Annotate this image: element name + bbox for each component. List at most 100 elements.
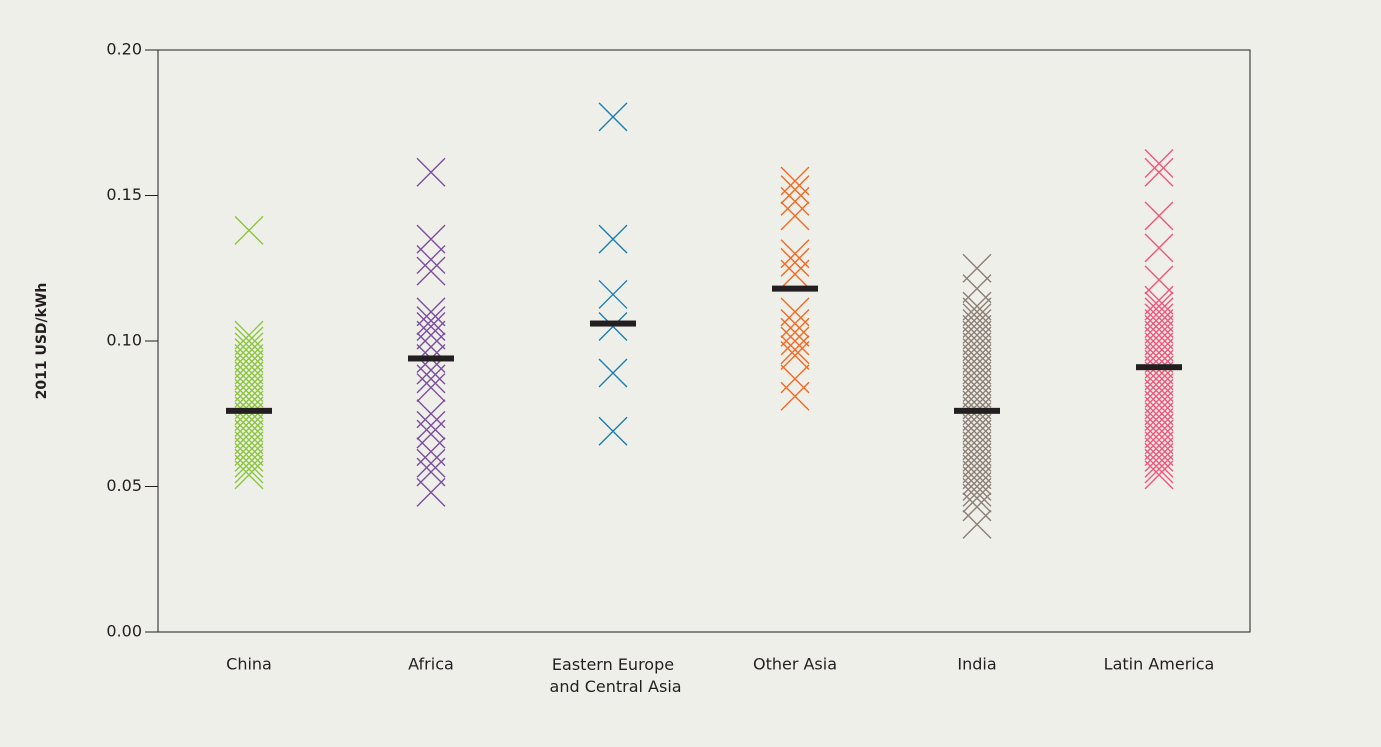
- x-marker: [962, 253, 992, 283]
- x-marker: [780, 175, 810, 205]
- x-marker: [962, 338, 992, 368]
- x-marker: [234, 367, 264, 397]
- x-marker: [962, 332, 992, 362]
- x-marker: [962, 454, 992, 484]
- x-marker: [962, 419, 992, 449]
- x-marker: [1144, 378, 1174, 408]
- x-marker: [1144, 265, 1174, 295]
- x-marker: [234, 338, 264, 368]
- plot-frame: [157, 49, 1251, 633]
- x-marker: [962, 477, 992, 507]
- x-marker: [962, 431, 992, 461]
- x-marker: [1144, 390, 1174, 420]
- x-tick-label: Other Asia: [753, 655, 837, 674]
- x-marker: [1144, 367, 1174, 397]
- x-marker: [234, 442, 264, 472]
- x-marker: [416, 256, 446, 286]
- x-marker: [780, 297, 810, 327]
- x-marker: [780, 326, 810, 356]
- x-marker: [962, 326, 992, 356]
- x-marker: [962, 460, 992, 490]
- x-marker: [1144, 396, 1174, 426]
- y-tick-label: 0.15: [106, 185, 142, 204]
- x-marker: [1144, 402, 1174, 432]
- x-tick-label-line: Eastern Europe: [552, 655, 674, 674]
- x-marker: [598, 358, 628, 388]
- x-marker: [234, 425, 264, 455]
- x-marker: [1144, 309, 1174, 339]
- x-marker: [1144, 201, 1174, 231]
- x-marker: [234, 413, 264, 443]
- x-marker: [962, 355, 992, 385]
- x-marker: [962, 437, 992, 467]
- x-marker: [416, 373, 446, 403]
- x-marker: [1144, 431, 1174, 461]
- x-marker: [234, 454, 264, 484]
- x-marker: [234, 326, 264, 356]
- x-tick-label: India: [957, 655, 996, 674]
- x-marker: [1144, 157, 1174, 187]
- x-marker: [962, 309, 992, 339]
- x-marker: [598, 224, 628, 254]
- x-marker: [1144, 233, 1174, 263]
- x-marker: [780, 247, 810, 277]
- x-marker: [416, 399, 446, 429]
- x-marker: [1144, 419, 1174, 449]
- mean-bar: [772, 285, 818, 292]
- x-tick-label-line: and Central Asia: [544, 677, 681, 696]
- x-marker: [416, 306, 446, 336]
- x-marker: [780, 364, 810, 394]
- x-marker: [962, 291, 992, 321]
- x-marker: [1144, 384, 1174, 414]
- x-tick-label: Africa: [408, 655, 454, 674]
- x-marker: [1144, 320, 1174, 350]
- x-marker: [234, 378, 264, 408]
- x-marker: [962, 425, 992, 455]
- mean-bar: [590, 320, 636, 327]
- x-marker: [1144, 437, 1174, 467]
- x-marker: [962, 448, 992, 478]
- x-marker: [416, 224, 446, 254]
- x-marker: [780, 341, 810, 371]
- x-marker: [416, 311, 446, 341]
- x-marker: [1144, 373, 1174, 403]
- x-marker: [962, 373, 992, 403]
- x-marker: [234, 460, 264, 490]
- y-axis-label: 2011 USD/kWh: [34, 283, 50, 400]
- x-marker: [962, 361, 992, 391]
- x-marker: [234, 343, 264, 373]
- x-marker: [962, 320, 992, 350]
- mean-bar: [1136, 364, 1182, 371]
- y-tick-label: 0.10: [106, 331, 142, 350]
- x-marker: [962, 343, 992, 373]
- x-marker: [962, 274, 992, 304]
- x-marker: [962, 509, 992, 539]
- x-marker: [234, 437, 264, 467]
- x-marker: [962, 303, 992, 333]
- x-marker: [780, 309, 810, 339]
- x-marker: [962, 442, 992, 472]
- x-marker: [416, 245, 446, 275]
- x-marker: [1144, 285, 1174, 315]
- y-tick-label: 0.00: [106, 622, 142, 641]
- x-marker: [1144, 332, 1174, 362]
- x-marker: [416, 448, 446, 478]
- x-marker: [962, 413, 992, 443]
- x-marker: [962, 390, 992, 420]
- x-marker: [1144, 291, 1174, 321]
- x-marker: [598, 416, 628, 446]
- mean-bar: [408, 355, 454, 362]
- x-marker: [416, 320, 446, 350]
- x-marker: [234, 215, 264, 245]
- x-marker: [780, 166, 810, 196]
- x-marker: [416, 419, 446, 449]
- x-marker: [962, 466, 992, 496]
- x-marker: [1144, 448, 1174, 478]
- x-marker: [780, 335, 810, 365]
- x-marker: [962, 492, 992, 522]
- x-marker: [598, 102, 628, 132]
- x-marker: [1144, 148, 1174, 178]
- x-marker: [962, 472, 992, 501]
- x-marker: [416, 477, 446, 507]
